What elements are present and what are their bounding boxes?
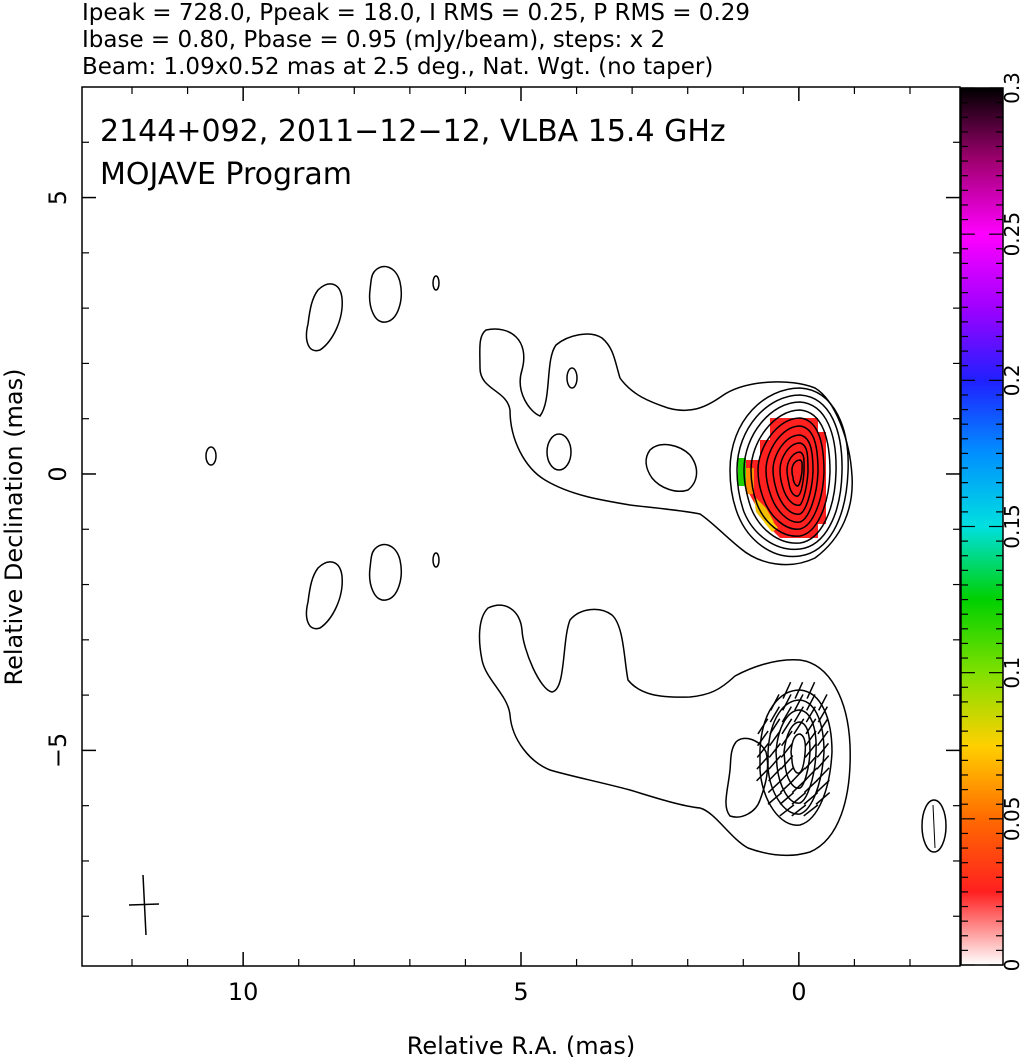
evpa-tick [804,730,817,747]
colorbar-label: 0.05 [1000,797,1022,842]
x-tick-label: 10 [228,978,259,1006]
evpa-tick [816,742,830,758]
colorbar-label: 0.25 [1000,212,1022,257]
evpa-tick [803,779,818,794]
evpa-tick [793,718,805,735]
evpa-tick [794,681,804,699]
evpa-tick [803,791,819,805]
evpa-tick [817,706,829,723]
evpa-tick [768,767,782,782]
evpa-tick [779,791,795,805]
plot-subtitle: MOJAVE Program [100,157,352,192]
evpa-tick [781,706,793,723]
x-tick-label: 5 [513,978,528,1006]
evpa-tick [756,730,769,747]
evpa-tick [804,755,818,770]
evpa-tick [792,767,806,782]
evpa-tick [756,755,770,770]
evpa-tick [817,718,829,735]
evpa-tick [767,779,782,794]
evpa-tick [781,718,793,735]
upper-contours [205,265,853,566]
plot-title: 2144+092, 2011−12−12, VLBA 15.4 GHz [100,114,726,149]
y-tick-label: 5 [44,190,72,205]
evpa-tick [816,755,830,770]
x-tick-label: 0 [791,978,806,1006]
colorbar-label: 0.1 [1000,657,1022,689]
y-tick-label: 0 [44,466,72,481]
evpa-tick [806,681,816,699]
evpa-tick [770,694,780,711]
y-tick-label: −5 [44,733,72,768]
evpa-tick [805,718,817,735]
evpa-tick [803,804,819,817]
plot-frame [81,86,961,967]
evpa-tick [780,730,793,747]
lower-contours [305,543,947,857]
header-line-1: Ipeak = 728.0, Ppeak = 18.0, I RMS = 0.2… [82,0,750,26]
evpa-tick [816,767,830,782]
x-tick-labels: 10 5 0 [228,978,807,1006]
evpa-tick [768,742,782,758]
y-tick-labels: 5 0 −5 [44,190,72,768]
evpa-tick [780,755,794,770]
evpa-tick [767,791,783,805]
evpa-tick [805,706,817,723]
evpa-tick [815,791,831,805]
evpa-tick [816,730,829,747]
evpa-tick [757,718,769,735]
evpa-tick [768,730,781,747]
beam-axis [932,804,936,849]
evpa-tick [769,718,781,735]
colorbar-label: 0 [1000,959,1022,972]
y-axis-label: Relative Declination (mas) [0,368,28,685]
evpa-tick [780,742,794,758]
colorbar-ticks [961,87,1003,966]
evpa-tick [804,742,818,758]
evpa-tick [782,694,792,711]
header-line-2: Ibase = 0.80, Pbase = 0.95 (mJy/beam), s… [82,27,665,53]
evpa-tick [769,706,781,723]
evpa-tick [791,804,807,817]
major-ticks [82,87,960,966]
evpa-tick [818,694,828,711]
minor-ticks [82,87,960,966]
colorbar-label: 0.15 [1000,504,1022,549]
evpa-ticks [756,681,831,817]
evpa-tick [791,791,807,805]
evpa-tick [815,779,830,794]
evpa-tick [779,779,794,794]
evpa-tick [756,767,770,782]
evpa-tick [806,694,816,711]
header-line-3: Beam: 1.09x0.52 mas at 2.5 deg., Nat. Wg… [82,54,713,80]
x-axis-label: Relative R.A. (mas) [407,1032,635,1060]
evpa-tick [782,681,792,699]
evpa-tick [804,767,818,782]
evpa-tick [768,755,782,770]
evpa-tick [756,742,770,758]
colorbar-label: 0.2 [1000,364,1022,396]
evpa-tick [791,779,806,794]
evpa-tick [794,694,804,711]
beam-marker [128,874,160,936]
evpa-tick [793,706,805,723]
colorbar-label: 0.3 [1000,72,1022,104]
evpa-tick [779,804,795,817]
evpa-tick [780,767,794,782]
colorbar-labels: 0 0.05 0.1 0.15 0.2 0.25 0.3 [1000,72,1022,971]
